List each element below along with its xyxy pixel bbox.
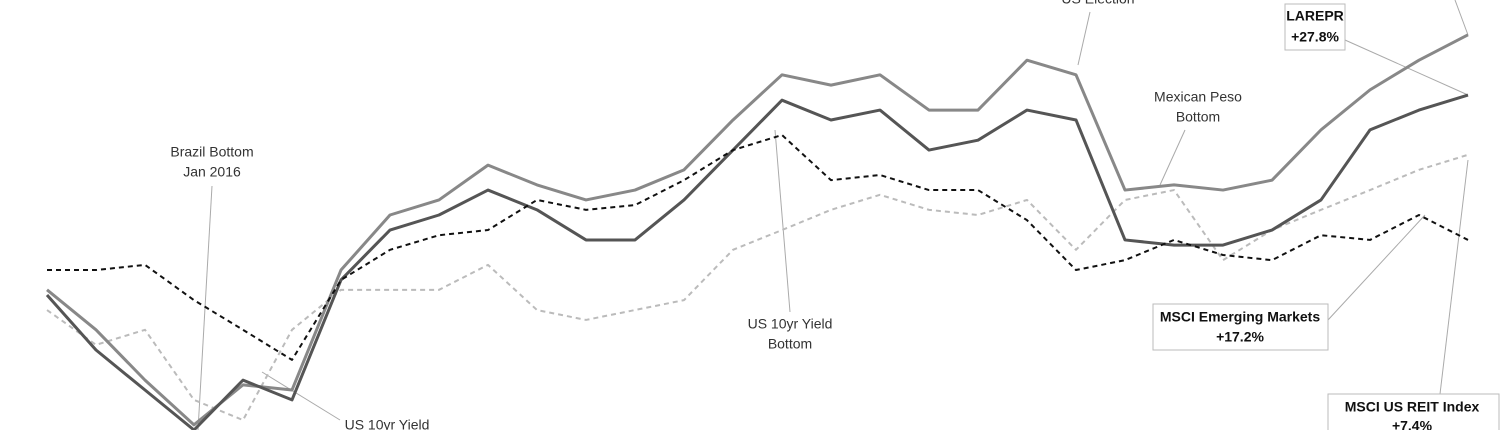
leader-line [1454,0,1469,36]
annotation-text: Bottom [1176,109,1220,125]
annotation-text: +27.8% [1291,29,1339,45]
annotation-text: Brazil Bottom [170,144,253,160]
annotation-box [1284,3,1346,51]
annotation-text: MSCI Emerging Markets [1160,309,1320,325]
series-line [46,33,1469,427]
leader-line [261,371,341,421]
leader-line [1159,129,1186,186]
annotation-text: Bottom [768,336,812,352]
leader-line [774,129,791,313]
leader-line [1327,214,1426,321]
annotation-text: Mexican Peso [1154,89,1242,105]
annotation-text: +7.4% [1392,418,1433,430]
annotation-text: US 10yr Yield [345,417,430,430]
annotation-text: LAREPR [1286,8,1344,24]
leader-line [1077,11,1091,66]
series-line [46,153,1469,422]
series-line [47,134,1469,361]
annotation-text: US 10yr Yield [748,316,833,332]
annotation-text: +17.2% [1216,329,1264,345]
leader-line [1439,159,1469,395]
annotation-text: MSCI US REIT Index [1345,399,1480,415]
series-line [45,93,1469,430]
annotation-box [1327,393,1500,430]
annotation-text: US Election [1061,0,1134,7]
leader-line [197,185,213,430]
annotation-text: Jan 2016 [183,164,241,180]
annotation-box [1152,303,1329,351]
